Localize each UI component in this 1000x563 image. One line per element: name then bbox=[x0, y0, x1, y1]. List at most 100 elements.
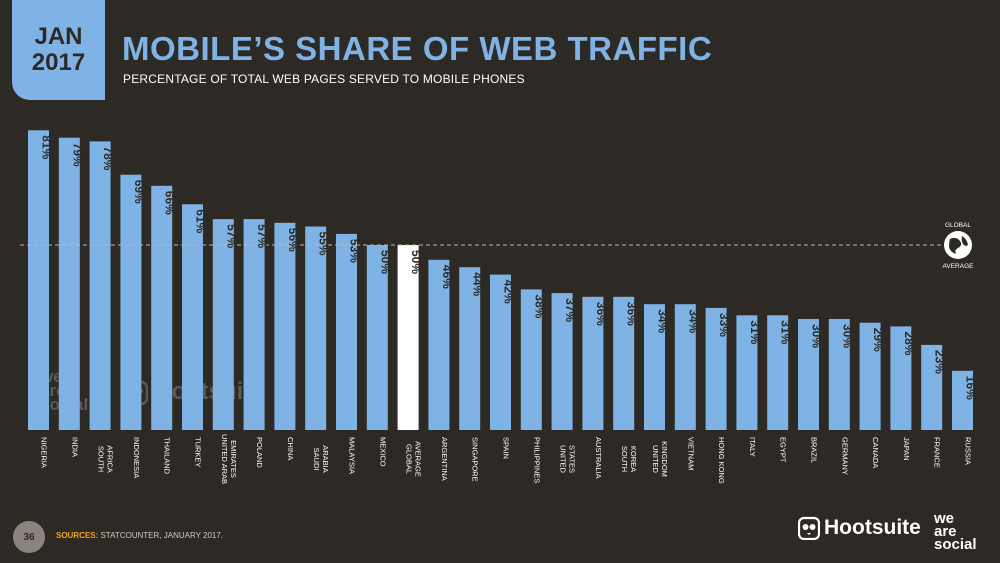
bar bbox=[182, 204, 203, 430]
globe-continents bbox=[949, 236, 968, 254]
bar bbox=[397, 245, 419, 430]
value-label: 36% bbox=[625, 302, 639, 326]
value-label: 23% bbox=[933, 350, 947, 374]
bar bbox=[767, 315, 789, 430]
value-label: 78% bbox=[101, 146, 115, 170]
value-label: 44% bbox=[471, 272, 485, 296]
bar bbox=[459, 267, 481, 430]
category-label: EMIRATES bbox=[229, 440, 238, 478]
value-label: 31% bbox=[748, 320, 762, 344]
category-labels-layer: NIGERIA INDIA SOUTH AFRICA INDONESIA THAILAND… bbox=[40, 434, 973, 484]
value-label: 30% bbox=[840, 324, 854, 348]
value-label: 56% bbox=[286, 228, 300, 252]
value-label: 55% bbox=[317, 232, 331, 256]
category-label: AFRICA bbox=[106, 445, 115, 473]
category-label: INDIA bbox=[70, 437, 79, 457]
date-year: 2017 bbox=[31, 49, 86, 76]
reference-line-label: GLOBAL bbox=[945, 222, 971, 229]
category-label: ITALY bbox=[748, 437, 757, 457]
value-label: 31% bbox=[779, 320, 793, 344]
bar bbox=[428, 259, 450, 430]
category-label: SOUTH bbox=[97, 446, 106, 472]
wearesocial-logo: we are social bbox=[934, 510, 994, 552]
category-label: CHINA bbox=[286, 437, 295, 460]
value-label: 16% bbox=[964, 376, 978, 400]
bar bbox=[644, 304, 665, 430]
category-label: GLOBAL bbox=[405, 444, 414, 474]
bar bbox=[705, 307, 727, 430]
date-month: JAN bbox=[34, 23, 83, 50]
category-label: SINGAPORE bbox=[471, 437, 480, 482]
value-label: 37% bbox=[563, 298, 577, 322]
bar bbox=[798, 319, 819, 430]
reference-line-layer: GLOBAL AVERAGE bbox=[20, 222, 974, 270]
bar bbox=[736, 315, 758, 430]
bar bbox=[120, 174, 142, 430]
category-label: TURKEY bbox=[194, 437, 203, 467]
value-label: 79% bbox=[70, 143, 84, 167]
value-label: 38% bbox=[532, 294, 546, 318]
bar bbox=[921, 344, 943, 430]
page-title: MOBILE’S SHARE OF WEB TRAFFIC bbox=[122, 30, 713, 67]
date-badge: JAN 2017 bbox=[12, 0, 105, 100]
bar-chart: GLOBAL AVERAGE 81% 79% 78% 69% 66% 61% 57% 57% 56… bbox=[20, 130, 978, 485]
value-label: 46% bbox=[440, 265, 454, 289]
category-label: POLAND bbox=[255, 437, 264, 468]
category-label: THAILAND bbox=[163, 437, 172, 475]
value-labels-layer: 81% 79% 78% 69% 66% 61% 57% 57% 56% 55% 53% 50% 50% 4… bbox=[40, 135, 978, 400]
category-label: EGYPT bbox=[779, 437, 788, 463]
hootsuite-logo: Hootsuite bbox=[798, 516, 921, 540]
value-label: 69% bbox=[132, 180, 146, 204]
bar bbox=[212, 219, 234, 430]
sources-label: SOURCES: bbox=[56, 531, 99, 540]
bar bbox=[674, 304, 696, 430]
category-label: RUSSIA bbox=[964, 437, 973, 465]
category-label: PHILIPPINES bbox=[532, 437, 541, 483]
owl-icon bbox=[798, 516, 820, 540]
value-label: 81% bbox=[40, 135, 54, 159]
value-label: 34% bbox=[686, 309, 700, 333]
value-label: 53% bbox=[348, 239, 362, 263]
category-label: NIGERIA bbox=[40, 437, 49, 468]
hootsuite-logo-text: Hootsuite bbox=[824, 516, 921, 539]
wearesocial-logo-line: we bbox=[934, 510, 955, 527]
bars-layer bbox=[28, 130, 973, 431]
value-label: 50% bbox=[409, 250, 423, 274]
page-subtitle: PERCENTAGE OF TOTAL WEB PAGES SERVED TO … bbox=[123, 72, 525, 86]
bar bbox=[151, 185, 173, 430]
value-label: 61% bbox=[194, 209, 208, 233]
value-label: 66% bbox=[163, 191, 177, 215]
category-label: SPAIN bbox=[502, 437, 511, 459]
bar bbox=[490, 274, 511, 430]
bar bbox=[366, 245, 388, 430]
category-label: MEXICO bbox=[378, 437, 387, 467]
sources-text: STATCOUNTER, JANUARY 2017. bbox=[100, 531, 224, 540]
category-label: AUSTRALIA bbox=[594, 437, 603, 479]
value-label: 50% bbox=[378, 250, 392, 274]
category-label: SOUTH bbox=[620, 446, 629, 472]
wearesocial-logo-line: are bbox=[934, 523, 957, 540]
category-label: INDONESIA bbox=[132, 437, 141, 478]
bar bbox=[890, 326, 912, 430]
category-label: CANADA bbox=[871, 437, 880, 468]
category-label: FRANCE bbox=[933, 437, 942, 468]
bar bbox=[28, 130, 49, 431]
category-label: KINGDOM bbox=[660, 441, 669, 477]
category-label: STATES bbox=[568, 445, 577, 473]
value-label: 29% bbox=[871, 328, 885, 352]
category-label: GERMANY bbox=[840, 437, 849, 475]
bar bbox=[274, 222, 296, 430]
category-label: HONG KONG bbox=[717, 437, 726, 484]
value-label: 28% bbox=[902, 331, 916, 355]
category-label: ARABIA bbox=[321, 445, 330, 473]
reference-line-label: AVERAGE bbox=[943, 263, 975, 270]
value-label: 30% bbox=[810, 324, 824, 348]
value-label: 34% bbox=[656, 309, 670, 333]
category-label: SAUDI bbox=[312, 448, 321, 471]
value-label: 57% bbox=[224, 224, 238, 248]
bar bbox=[952, 370, 973, 430]
sources-note: SOURCES: STATCOUNTER, JANUARY 2017. bbox=[56, 531, 223, 540]
category-label: BRAZIL bbox=[810, 437, 819, 463]
value-label: 57% bbox=[255, 224, 269, 248]
category-label: ARGENTINA bbox=[440, 437, 449, 481]
